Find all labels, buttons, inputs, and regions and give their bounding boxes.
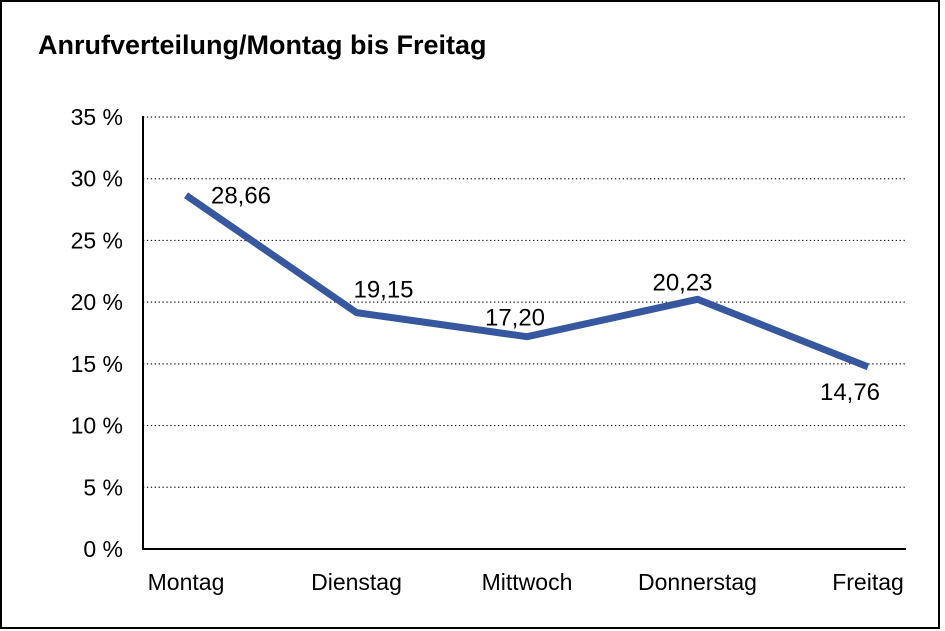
y-axis-tick-label: 15 % bbox=[71, 351, 123, 377]
data-line bbox=[184, 192, 870, 371]
data-point-label: 14,76 bbox=[820, 379, 880, 406]
x-axis-category-label: Freitag bbox=[832, 569, 904, 595]
data-point-label: 20,23 bbox=[652, 269, 712, 296]
y-axis-tick-label: 30 % bbox=[71, 166, 123, 192]
data-point-label: 28,66 bbox=[211, 182, 271, 209]
chart-title: Anrufverteilung/Montag bis Freitag bbox=[38, 30, 487, 60]
x-axis-category-label: Donnerstag bbox=[638, 569, 757, 595]
y-axis-tick-label: 10 % bbox=[71, 413, 123, 439]
x-axis-category-label: Dienstag bbox=[311, 569, 402, 595]
y-axis-tick-label: 0 % bbox=[83, 536, 123, 562]
data-point-label: 19,15 bbox=[353, 277, 413, 304]
y-axis-tick-label: 25 % bbox=[71, 227, 123, 253]
y-axis-tick-label: 5 % bbox=[83, 474, 123, 500]
x-axis-category-label: Mittwoch bbox=[482, 569, 573, 595]
y-axis-tick-label: 20 % bbox=[71, 289, 123, 315]
y-axis-tick-label: 35 % bbox=[71, 104, 123, 130]
x-axis-category-label: Montag bbox=[148, 569, 225, 595]
data-point-label: 17,20 bbox=[485, 305, 545, 332]
